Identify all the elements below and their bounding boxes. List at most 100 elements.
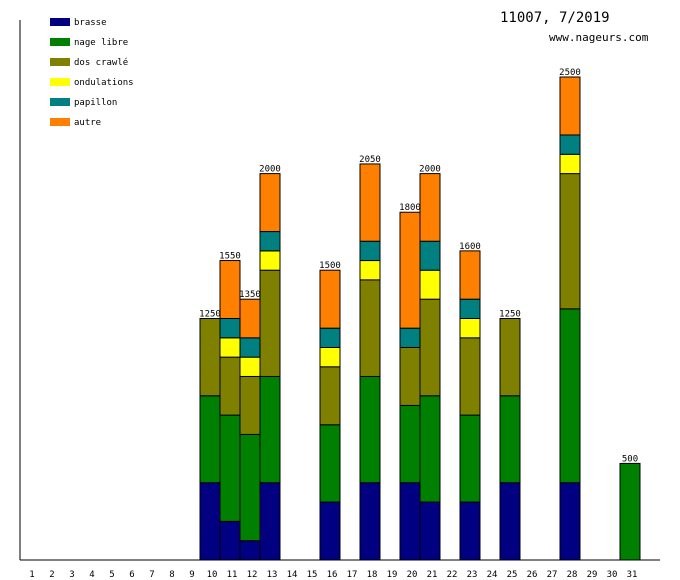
- bar-segment-dos-crawlé-day-18: [359, 279, 381, 377]
- bar-segment-autre-day-18: [359, 163, 381, 242]
- bar-segment-brasse-day-12: [239, 540, 261, 561]
- bar-segment-papillon-day-28: [559, 134, 581, 155]
- bar-segment-nage-libre-day-16: [319, 424, 341, 503]
- x-tick-label: 15: [307, 570, 318, 580]
- bar-segment-ondulations-day-13: [259, 250, 281, 271]
- x-tick-label: 2: [49, 570, 54, 580]
- bar-segment-papillon-day-11: [219, 318, 241, 339]
- bar-segment-dos-crawlé-day-10: [199, 318, 221, 397]
- bar-total-label: 1550: [219, 252, 241, 262]
- bar-segment-nage-libre-day-18: [359, 375, 381, 484]
- bar-total-label: 1250: [199, 310, 221, 320]
- bar-segment-papillon-day-16: [319, 327, 341, 348]
- bar-segment-nage-libre-day-28: [559, 308, 581, 484]
- x-tick-label: 16: [327, 570, 338, 580]
- x-tick-label: 6: [129, 570, 134, 580]
- legend-swatch-dos-crawlé: [50, 58, 70, 66]
- legend-swatch-ondulations: [50, 78, 70, 86]
- bar-total-label: 1500: [319, 261, 341, 271]
- bar-segment-papillon-day-20: [399, 327, 421, 348]
- bar-segment-ondulations-day-21: [419, 269, 441, 300]
- x-tick-label: 9: [189, 570, 194, 580]
- bar-segment-dos-crawlé-day-12: [239, 375, 261, 435]
- x-tick-label: 19: [387, 570, 398, 580]
- bar-segment-papillon-day-12: [239, 337, 261, 358]
- bar-segment-dos-crawlé-day-16: [319, 366, 341, 426]
- legend-label: nage libre: [74, 38, 128, 48]
- x-tick-label: 29: [587, 570, 598, 580]
- bar-segment-papillon-day-13: [259, 231, 281, 252]
- bar-segment-autre-day-23: [459, 250, 481, 300]
- legend-swatch-nage-libre: [50, 38, 70, 46]
- bar-segment-dos-crawlé-day-28: [559, 173, 581, 310]
- x-tick-label: 12: [247, 570, 258, 580]
- x-tick-label: 26: [527, 570, 538, 580]
- bar-segment-dos-crawlé-day-23: [459, 337, 481, 416]
- bar-segment-ondulations-day-28: [559, 153, 581, 175]
- bar-segment-autre-day-20: [399, 211, 421, 329]
- bar-segment-nage-libre-day-25: [499, 395, 521, 484]
- x-tick-label: 28: [567, 570, 578, 580]
- bar-segment-brasse-day-25: [499, 482, 521, 561]
- legend-swatch-autre: [50, 118, 70, 126]
- bar-total-label: 1350: [239, 290, 261, 300]
- bar-segment-nage-libre-day-10: [199, 395, 221, 484]
- bar-segment-dos-crawlé-day-20: [399, 346, 421, 406]
- bar-segment-brasse-day-10: [199, 482, 221, 561]
- bar-segment-autre-day-16: [319, 269, 341, 329]
- bar-total-label: 500: [622, 454, 638, 464]
- bar-segment-nage-libre-day-31: [619, 462, 641, 561]
- bar-total-label: 1250: [499, 310, 521, 320]
- bar-segment-nage-libre-day-11: [219, 414, 241, 522]
- legend-label: ondulations: [74, 78, 134, 88]
- x-tick-label: 25: [507, 570, 518, 580]
- x-tick-label: 30: [607, 570, 618, 580]
- x-tick-label: 24: [487, 570, 498, 580]
- bar-segment-autre-day-13: [259, 173, 281, 233]
- x-tick-label: 5: [109, 570, 114, 580]
- legend-label: dos crawlé: [74, 57, 128, 68]
- bar-total-label: 1600: [459, 242, 481, 252]
- bar-total-label: 1800: [399, 203, 421, 213]
- x-tick-label: 3: [69, 570, 74, 580]
- legend: brasse nage libre dos crawlé ondulations pap…: [50, 18, 134, 128]
- x-tick-label: 11: [227, 570, 238, 580]
- x-tick-label: 18: [367, 570, 378, 580]
- bar-total-label: 2000: [259, 165, 281, 175]
- x-tick-label: 22: [447, 570, 458, 580]
- bar-segment-papillon-day-18: [359, 240, 381, 262]
- bar-segment-papillon-day-23: [459, 298, 481, 319]
- x-tick-label: 1: [29, 570, 34, 580]
- x-tick-label: 14: [287, 570, 298, 580]
- bar-segment-ondulations-day-11: [219, 337, 241, 358]
- x-tick-label: 8: [169, 570, 174, 580]
- legend-label: papillon: [74, 98, 117, 108]
- x-tick-label: 23: [467, 570, 478, 580]
- bars: 1250 1550 1350 2000 1500 2050 1800 2000 1600 1250…: [199, 68, 641, 561]
- legend-label: autre: [74, 118, 101, 128]
- bar-segment-ondulations-day-16: [319, 346, 341, 368]
- chart-subtitle: www.nageurs.com: [549, 31, 649, 44]
- x-tick-label: 21: [427, 570, 438, 580]
- bar-segment-autre-day-21: [419, 173, 441, 242]
- x-tick-label: 4: [89, 570, 94, 580]
- x-tick-label: 10: [207, 570, 218, 580]
- bar-segment-dos-crawlé-day-11: [219, 356, 241, 416]
- bar-segment-brasse-day-21: [419, 501, 441, 561]
- bar-segment-brasse-day-13: [259, 482, 281, 561]
- bar-segment-autre-day-11: [219, 260, 241, 320]
- bar-total-label: 2000: [419, 165, 441, 175]
- bar-segment-ondulations-day-18: [359, 260, 381, 281]
- bar-segment-brasse-day-16: [319, 501, 341, 561]
- x-tick-label: 7: [149, 570, 154, 580]
- x-tick-label: 13: [267, 570, 278, 580]
- legend-swatch-papillon: [50, 98, 70, 106]
- x-tick-labels: 1 2 3 4 5 6 7 8 9 10 11 12 13 14 15 16 17 18 19 20 21 22 23 24 2…: [29, 570, 637, 580]
- legend-label: brasse: [74, 18, 107, 28]
- bar-segment-dos-crawlé-day-21: [419, 298, 441, 397]
- bar-segment-dos-crawlé-day-13: [259, 269, 281, 377]
- bar-segment-nage-libre-day-13: [259, 375, 281, 484]
- legend-swatch-brasse: [50, 18, 70, 26]
